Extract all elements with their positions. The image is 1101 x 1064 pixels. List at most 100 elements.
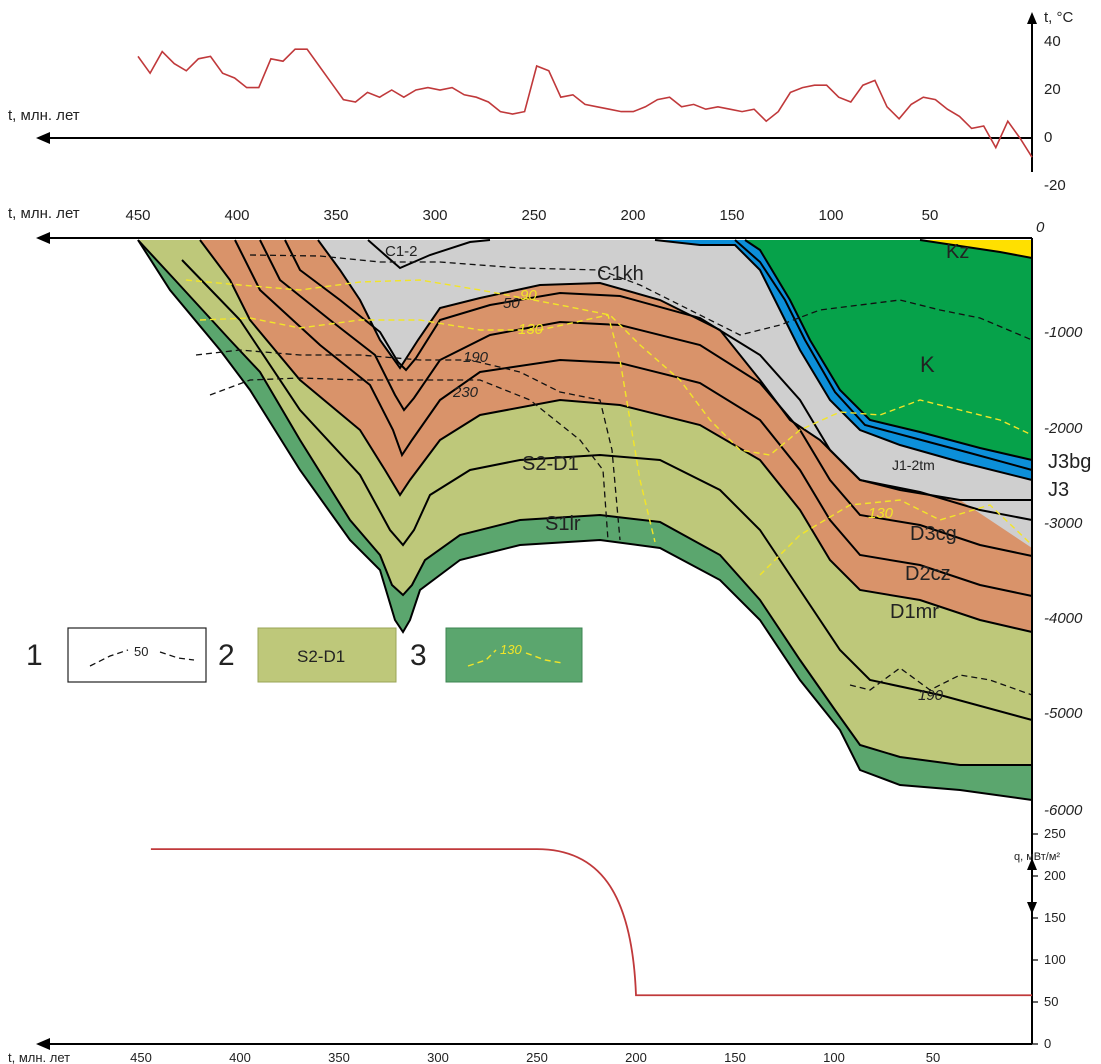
unit-label-s2d1: S2-D1 xyxy=(522,453,579,475)
burial-x-tick: 350 xyxy=(323,207,348,224)
stratum-kz xyxy=(920,240,1032,258)
heat-flow-y-tick: 200 xyxy=(1044,868,1066,883)
burial-x-tick: 50 xyxy=(922,207,939,224)
heat-flow-y-tick: 150 xyxy=(1044,910,1066,925)
isotherm-yellow-90 xyxy=(185,279,1033,456)
unit-label-d2cz: D2cz xyxy=(905,563,951,585)
isotherm-black-190 xyxy=(195,349,621,541)
heat-flow-x-tick: 50 xyxy=(926,1050,940,1064)
isotherm-yellow-130 xyxy=(199,314,656,543)
isotherm-label: 130 xyxy=(868,505,894,522)
depth-tick: -6000 xyxy=(1044,802,1083,819)
legend-number: 1 xyxy=(26,639,43,672)
temp-tick: 20 xyxy=(1044,81,1061,98)
heat-flow-y-label: q, мВт/м² xyxy=(1014,851,1060,863)
isotherm-black-50 xyxy=(249,254,1033,341)
heat-flow-y-tick: 100 xyxy=(1044,952,1066,967)
unit-label-j3: J3 xyxy=(1048,479,1069,501)
unit-label-d3cg: D3cg xyxy=(910,523,957,545)
depth-tick: -4000 xyxy=(1044,610,1083,627)
isotherm-label: 190 xyxy=(918,687,944,704)
heat-flow-x-tick: 200 xyxy=(625,1050,647,1064)
depth-tick: -5000 xyxy=(1044,705,1083,722)
isotherm-label: 50 xyxy=(503,295,520,312)
temp-tick: -20 xyxy=(1044,177,1066,194)
burial-x-ticks: 450 400 350 300 250 200 150 100 50 xyxy=(125,207,938,224)
heat-flow-y-arrow-icon xyxy=(1027,858,1037,870)
boundary-kz-base xyxy=(919,239,1033,259)
burial-panel: Kz K J1-2tm J3bg J3 C1kh C1-2 D3cg D2cz … xyxy=(8,205,1091,914)
burial-x-tick: 450 xyxy=(125,207,150,224)
depth-tick: -3000 xyxy=(1044,515,1083,532)
unit-label-c12: C1-2 xyxy=(385,243,418,260)
heat-flow-x-tick: 450 xyxy=(130,1050,152,1064)
unit-label-d1mr: D1mr xyxy=(890,601,939,623)
temperature-x-label: t, млн. лет xyxy=(8,107,80,124)
depth-tick: -1000 xyxy=(1044,324,1083,341)
burial-x-tick: 100 xyxy=(818,207,843,224)
unit-label-s1lr: S1lr xyxy=(545,513,581,535)
isotherm-label: 190 xyxy=(463,349,489,366)
boundary-top-s1lr xyxy=(137,239,1032,766)
temperature-series-line xyxy=(137,48,1033,158)
heat-flow-x-tick: 300 xyxy=(427,1050,449,1064)
boundary-d2cz xyxy=(259,239,1033,557)
burial-x-tick: 200 xyxy=(620,207,645,224)
legend-yellow-dashed-line xyxy=(525,652,563,664)
heat-flow-x-label: t, млн. лет xyxy=(8,1050,70,1064)
heat-flow-x-tick: 150 xyxy=(724,1050,746,1064)
unit-label-k: K xyxy=(920,352,935,377)
unit-label-kz: Kz xyxy=(946,241,969,263)
temperature-x-arrow-icon xyxy=(36,132,50,144)
heat-flow-y-tick: 50 xyxy=(1044,994,1058,1009)
heat-flow-x-tick: 250 xyxy=(526,1050,548,1064)
heat-flow-y-tick: 250 xyxy=(1044,826,1066,841)
burial-x-label: t, млн. лет xyxy=(8,205,80,222)
boundary-s2d1-inner xyxy=(181,259,1033,721)
boundary-carboniferous-base xyxy=(317,239,1032,501)
temp-tick: 0 xyxy=(1044,129,1052,146)
boundary-base-s1lr xyxy=(137,239,1033,801)
temperature-y-label: t, °C xyxy=(1044,9,1074,26)
legend-yellow-label: 130 xyxy=(500,642,522,657)
boundary-j3 xyxy=(734,239,1033,471)
heat-flow-series-line xyxy=(150,848,1032,997)
depth-tick: -2000 xyxy=(1044,420,1083,437)
legend-swatch-green xyxy=(445,627,583,683)
burial-x-zero: 0 xyxy=(1036,219,1045,236)
heat-flow-y-tick: 0 xyxy=(1044,1036,1051,1051)
unit-label-c1kh: C1kh xyxy=(597,263,644,285)
stratum-cretaceous xyxy=(745,240,1032,460)
isotherm-black-230 xyxy=(209,377,609,541)
isotherm-label: 90 xyxy=(520,287,537,304)
legend: 1 50 2 S2-D1 3 130 xyxy=(26,627,583,683)
temp-tick: 40 xyxy=(1044,33,1061,50)
boundary-jurassic-base xyxy=(654,239,1033,481)
temperature-y-arrow-icon xyxy=(1027,12,1037,24)
burial-x-tick: 150 xyxy=(719,207,744,224)
heat-flow-x-tick: 100 xyxy=(823,1050,845,1064)
burial-x-tick: 250 xyxy=(521,207,546,224)
isotherm-label: 230 xyxy=(452,384,479,401)
isotherm-yellow-130-right xyxy=(759,499,1033,576)
heat-flow-panel: q, мВт/м² t, млн. лет 250 200 150 100 50 0 45… xyxy=(8,826,1066,1064)
heat-flow-x-tick: 350 xyxy=(328,1050,350,1064)
burial-x-arrow-icon xyxy=(36,232,50,244)
legend-dashed-label: 50 xyxy=(134,644,148,659)
isotherm-black-190-right xyxy=(849,667,1033,696)
legend-number: 3 xyxy=(410,639,427,672)
heat-flow-x-tick: 400 xyxy=(229,1050,251,1064)
legend-swatch-dashed xyxy=(67,627,207,683)
burial-x-tick: 400 xyxy=(224,207,249,224)
unit-label-j3bg: J3bg xyxy=(1048,451,1091,473)
legend-swatch-s2d1 xyxy=(257,627,397,683)
legend-number: 2 xyxy=(218,639,235,672)
legend-dashed-line xyxy=(89,649,129,667)
heat-flow-x-arrow-icon xyxy=(36,1038,50,1050)
isotherm-label: 130 xyxy=(518,321,544,338)
temperature-panel: t, °C t, млн. лет 40 20 0 -20 xyxy=(8,9,1074,194)
boundary-base-devonian xyxy=(199,239,1033,633)
burial-x-tick: 300 xyxy=(422,207,447,224)
legend-s2d1-label: S2-D1 xyxy=(297,647,345,666)
